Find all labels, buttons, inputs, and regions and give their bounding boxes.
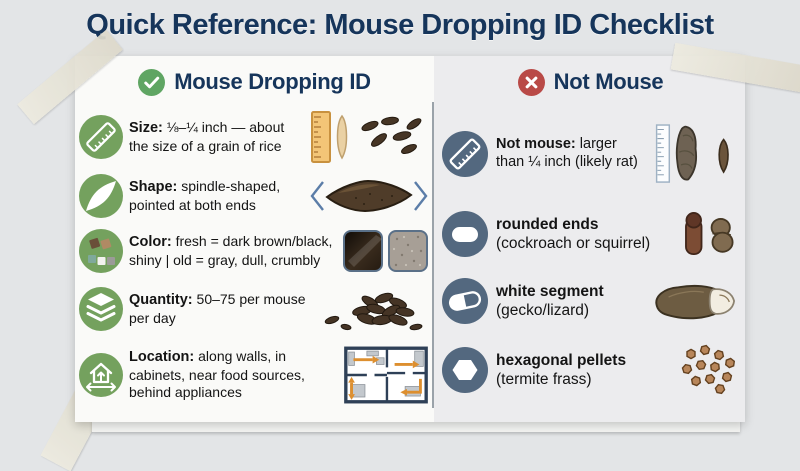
- shape-text: Shape: spindle-shaped, pointed at both e…: [129, 177, 281, 213]
- page-title: Quick Reference: Mouse Dropping ID Check…: [86, 9, 714, 41]
- color-row: Color: fresh = dark brown/black, shiny |…: [79, 227, 430, 275]
- capsule-icon: [442, 211, 488, 257]
- white-tip-dropping-illustration: [655, 284, 736, 320]
- check-icon: [138, 68, 166, 96]
- rounded-ends-row: rounded ends (cockroach or squirrel): [442, 208, 739, 260]
- mouse-dropping-panel: Mouse Dropping ID Size: ⅛–¼ inch — about…: [75, 56, 432, 422]
- dropping-pile-illustration: [324, 292, 423, 331]
- not-mouse-rows: Not mouse: larger than ¼ inch (likely ra…: [442, 100, 739, 416]
- white-segment-text: white segment (gecko/lizard): [496, 282, 604, 319]
- capsule-half-icon: [442, 278, 488, 324]
- hexagonal-pellets-row: hexagonal pellets (termite frass): [442, 342, 739, 398]
- spindle-icon: [79, 174, 123, 218]
- not-mouse-panel: Not Mouse Not mouse: larger than ¼ inch …: [434, 56, 745, 422]
- rounded-ends-text: rounded ends (cockroach or squirrel): [496, 215, 651, 252]
- color-text: Color: fresh = dark brown/black, shiny |…: [129, 232, 333, 268]
- size-row: Size: ⅛–¼ inch — about the size of a gra…: [79, 109, 430, 165]
- size-text: Size: ⅛–¼ inch — about the size of a gra…: [129, 118, 285, 154]
- white-segment-row: white segment (gecko/lizard): [442, 278, 739, 324]
- shape-row: Shape: spindle-shaped, pointed at both e…: [79, 174, 430, 218]
- color-swatch-icon: [79, 229, 123, 273]
- hexagon-icon: [442, 347, 488, 393]
- location-text: Location: along walls, in cabinets, near…: [129, 348, 305, 401]
- quantity-text: Quantity: 50–75 per mouse per day: [129, 290, 306, 326]
- rat-droppings-illustration: [655, 124, 729, 183]
- ruler-rice-droppings-illustration: [311, 111, 422, 163]
- under-sheet: [92, 419, 740, 432]
- quantity-row: Quantity: 50–75 per mouse per day: [79, 284, 430, 334]
- column-divider: [432, 102, 434, 408]
- not-mouse-header: Not Mouse: [442, 64, 739, 100]
- location-row: Location: along walls, in cabinets, near…: [79, 343, 430, 407]
- mouse-dropping-header: Mouse Dropping ID: [79, 64, 430, 100]
- termite-pellets-illustration: [681, 343, 736, 396]
- rounded-droppings-illustration: [685, 212, 734, 256]
- not-mouse-size-row: Not mouse: larger than ¼ inch (likely ra…: [442, 118, 739, 190]
- ruler-icon: [442, 131, 488, 177]
- ruler-icon: [79, 115, 123, 159]
- floor-plan-illustration: [344, 346, 428, 404]
- house-location-icon: [79, 353, 123, 397]
- layers-icon: [79, 287, 123, 331]
- mouse-dropping-rows: Size: ⅛–¼ inch — about the size of a gra…: [79, 100, 430, 416]
- x-icon: [517, 68, 545, 96]
- fresh-old-swatches-illustration: [343, 230, 428, 272]
- reference-card: Mouse Dropping ID Size: ⅛–¼ inch — about…: [75, 56, 745, 422]
- hexagonal-pellets-text: hexagonal pellets (termite frass): [496, 351, 627, 388]
- panel-title: Mouse Dropping ID: [174, 69, 371, 94]
- panel-title: Not Mouse: [553, 69, 664, 94]
- spindle-dropping-illustration: [310, 179, 428, 213]
- not-mouse-size-text: Not mouse: larger than ¼ inch (likely ra…: [496, 136, 638, 170]
